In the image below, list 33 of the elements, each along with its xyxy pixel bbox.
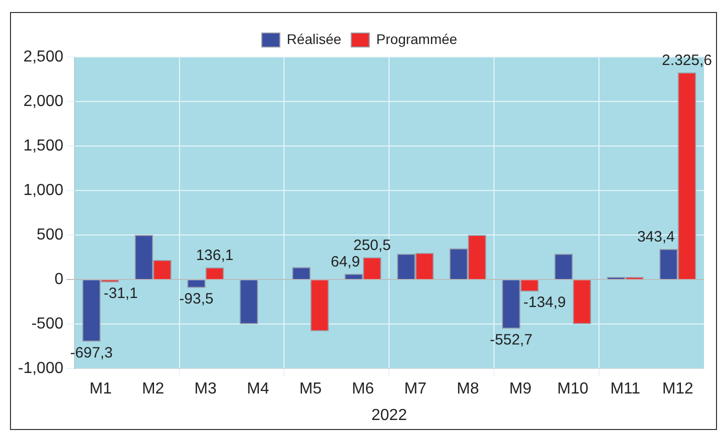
x-tick-label: M8 <box>456 380 480 398</box>
x-axis-title: 2022 <box>371 406 408 424</box>
data-label: -134,9 <box>523 294 566 312</box>
x-tick-label: M2 <box>142 380 164 398</box>
data-label: -552,7 <box>490 331 532 348</box>
data-label: -697,3 <box>70 344 113 362</box>
y-tick-label: 2,000 <box>23 92 64 110</box>
legend-label: Programmée <box>376 30 458 47</box>
y-tick-label: -500 <box>31 315 64 332</box>
y-tick-label: 0 <box>54 270 64 288</box>
x-tick-label: M3 <box>194 380 217 398</box>
x-tick-label: M4 <box>246 380 270 398</box>
x-tick-label: M7 <box>404 380 427 398</box>
data-label: 343,4 <box>637 228 675 246</box>
x-tick-label: M11 <box>610 380 640 398</box>
y-tick-label: 2,500 <box>23 48 64 66</box>
data-label: -93,5 <box>179 290 214 308</box>
x-tick-label: M5 <box>299 380 322 398</box>
data-label: 250,5 <box>353 236 391 254</box>
y-tick-label: 1,000 <box>23 182 64 199</box>
legend-label: Réalisée <box>286 30 342 47</box>
y-tick-label: 500 <box>36 226 64 244</box>
x-tick-label: M9 <box>509 380 532 398</box>
y-tick-label: 1,500 <box>23 137 64 154</box>
x-tick-label: M1 <box>89 380 112 398</box>
x-tick-label: M6 <box>352 380 374 398</box>
data-label: -31,1 <box>104 284 138 302</box>
y-tick-label: -1,000 <box>18 360 64 378</box>
data-label: 136,1 <box>196 247 234 264</box>
data-label: 64,9 <box>330 253 360 270</box>
data-label: 2.325,6 <box>662 52 712 70</box>
x-tick-label: M12 <box>662 380 694 398</box>
x-tick-label: M10 <box>557 380 588 398</box>
